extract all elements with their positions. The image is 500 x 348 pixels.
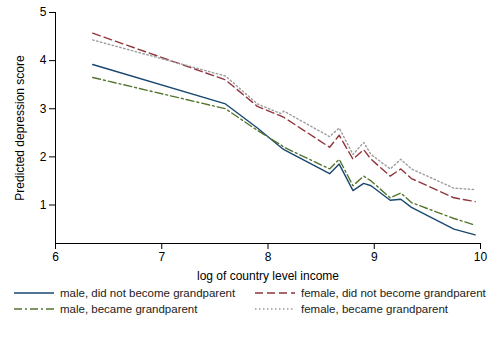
- svg-text:1: 1: [40, 198, 47, 212]
- svg-text:5: 5: [40, 5, 47, 19]
- svg-text:2: 2: [40, 150, 47, 164]
- svg-text:9: 9: [371, 250, 378, 264]
- svg-text:log of country level income: log of country level income: [197, 269, 339, 283]
- html-text:male, did not become grandpare: male, did not become grandparent: [60, 287, 236, 299]
- svg-text:10: 10: [474, 250, 488, 264]
- svg-text:Predicted depression score: Predicted depression score: [13, 55, 27, 201]
- svg-text:4: 4: [40, 53, 47, 67]
- svg-text:8: 8: [265, 250, 272, 264]
- svg-text:3: 3: [40, 102, 47, 116]
- html-text:male, became grandparent: male, became grandparent: [60, 303, 198, 315]
- html-text:female, did not become grandpa: female, did not become grandparent: [301, 287, 486, 299]
- html-text:female, became grandparent: female, became grandparent: [301, 303, 448, 315]
- svg-text:7: 7: [158, 250, 165, 264]
- svg-text:6: 6: [52, 250, 59, 264]
